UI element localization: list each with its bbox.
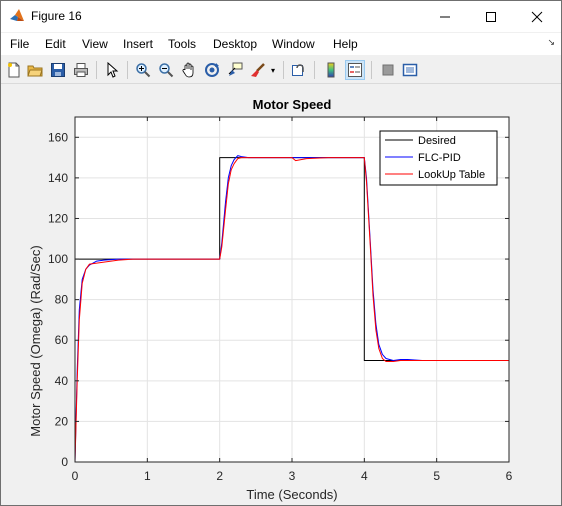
legend-icon — [348, 63, 362, 77]
save-button[interactable] — [48, 60, 68, 80]
zoom-out-icon — [159, 63, 174, 78]
legend-label-lookup-table: LookUp Table — [418, 169, 485, 181]
rotate-button[interactable] — [202, 60, 222, 80]
hide-plot-tools-button[interactable] — [378, 60, 398, 80]
link-plot-icon — [292, 64, 304, 76]
new-figure-icon — [8, 62, 20, 78]
toolbar-separator — [96, 61, 97, 79]
zoom-out-button[interactable] — [156, 60, 176, 80]
y-tick-label: 40 — [55, 374, 69, 388]
colorbar-icon — [327, 62, 335, 78]
figure-canvas: 0 1 2 3 4 5 6 0 20 40 60 80 100 120 140 160 Motor Speed… — [1, 84, 561, 505]
zoom-in-icon — [136, 63, 151, 78]
chart-title: Motor Speed — [253, 97, 332, 112]
menu-edit[interactable]: Edit — [45, 37, 66, 51]
toolbar-separator — [283, 61, 284, 79]
open-file-button[interactable] — [25, 60, 45, 80]
zoom-in-button[interactable] — [133, 60, 153, 80]
print-icon — [74, 63, 88, 77]
pointer-button[interactable] — [102, 60, 122, 80]
axes-frame — [74, 116, 510, 463]
close-icon — [531, 11, 543, 22]
toolbar-separator — [314, 61, 315, 79]
show-plot-tools-button[interactable] — [400, 60, 420, 80]
save-icon — [51, 63, 65, 77]
x-tick-label: 0 — [72, 469, 79, 483]
series-line-lookup-table — [74, 157, 509, 463]
minimize-icon — [440, 16, 450, 17]
print-button[interactable] — [71, 60, 91, 80]
x-tick-label: 1 — [144, 469, 151, 483]
menu-window[interactable]: Window — [272, 37, 315, 51]
axes-box — [74, 116, 510, 463]
x-tick-label: 6 — [506, 469, 513, 483]
menu-help[interactable]: Help — [333, 37, 358, 51]
maximize-icon — [486, 11, 496, 22]
matlab-icon — [9, 8, 25, 24]
figure-toolbar: ▾ — [1, 56, 561, 84]
legend-label-flc-pid: FLC-PID — [418, 152, 461, 164]
x-tick-label: 2 — [216, 469, 223, 483]
y-axis-label: Motor Speed (Omega) (Rad/Sec) — [28, 245, 43, 436]
colorbar-button[interactable] — [321, 60, 341, 80]
y-tick-label: 60 — [55, 333, 69, 347]
y-tick-label: 100 — [48, 252, 68, 266]
hide-plot-tools-icon — [382, 64, 394, 76]
y-tick-label: 20 — [55, 414, 69, 428]
rotate-icon — [205, 63, 219, 77]
open-file-icon — [27, 65, 43, 77]
y-tick-label: 120 — [48, 211, 68, 225]
dock-arrow-icon[interactable]: ↘ — [547, 37, 555, 47]
data-cursor-button[interactable] — [225, 60, 245, 80]
pointer-icon — [107, 62, 119, 78]
window-title: Figure 16 — [31, 9, 82, 23]
toolbar-separator — [371, 61, 372, 79]
x-tick-label: 4 — [361, 469, 368, 483]
link-plot-button[interactable] — [289, 60, 309, 80]
y-tick-label: 80 — [55, 293, 69, 307]
minimize-button[interactable] — [422, 1, 468, 32]
x-tick-label: 3 — [289, 469, 296, 483]
menu-file[interactable]: File — [10, 37, 30, 51]
x-tick-label: 5 — [433, 469, 440, 483]
x-axis-label: Time (Seconds) — [246, 487, 337, 502]
menu-desktop[interactable]: Desktop — [213, 37, 258, 51]
title-bar: Figure 16 — [1, 1, 561, 32]
data-cursor-icon — [228, 62, 243, 76]
y-tick-label: 140 — [48, 171, 68, 185]
brush-button[interactable] — [248, 60, 268, 80]
y-tick-label: 0 — [61, 455, 68, 469]
brush-dropdown-icon[interactable]: ▾ — [271, 66, 276, 75]
toolbar-separator — [127, 61, 128, 79]
y-tick-label: 160 — [48, 130, 68, 144]
pan-icon — [182, 62, 194, 78]
menu-insert[interactable]: Insert — [123, 37, 154, 51]
legend[interactable]: Desired FLC-PID LookUp Table — [379, 130, 498, 186]
menu-bar: File Edit View Insert Tools Desktop Wind… — [1, 33, 561, 55]
maximize-button[interactable] — [468, 1, 514, 32]
close-button[interactable] — [514, 1, 560, 32]
menu-view[interactable]: View — [82, 37, 108, 51]
brush-icon — [251, 63, 265, 77]
legend-button[interactable] — [345, 60, 365, 80]
pan-button[interactable] — [179, 60, 199, 80]
menu-tools[interactable]: Tools — [168, 37, 197, 51]
new-figure-button[interactable] — [4, 60, 24, 80]
legend-label-desired: Desired — [418, 135, 456, 147]
show-plot-tools-icon — [402, 63, 418, 77]
